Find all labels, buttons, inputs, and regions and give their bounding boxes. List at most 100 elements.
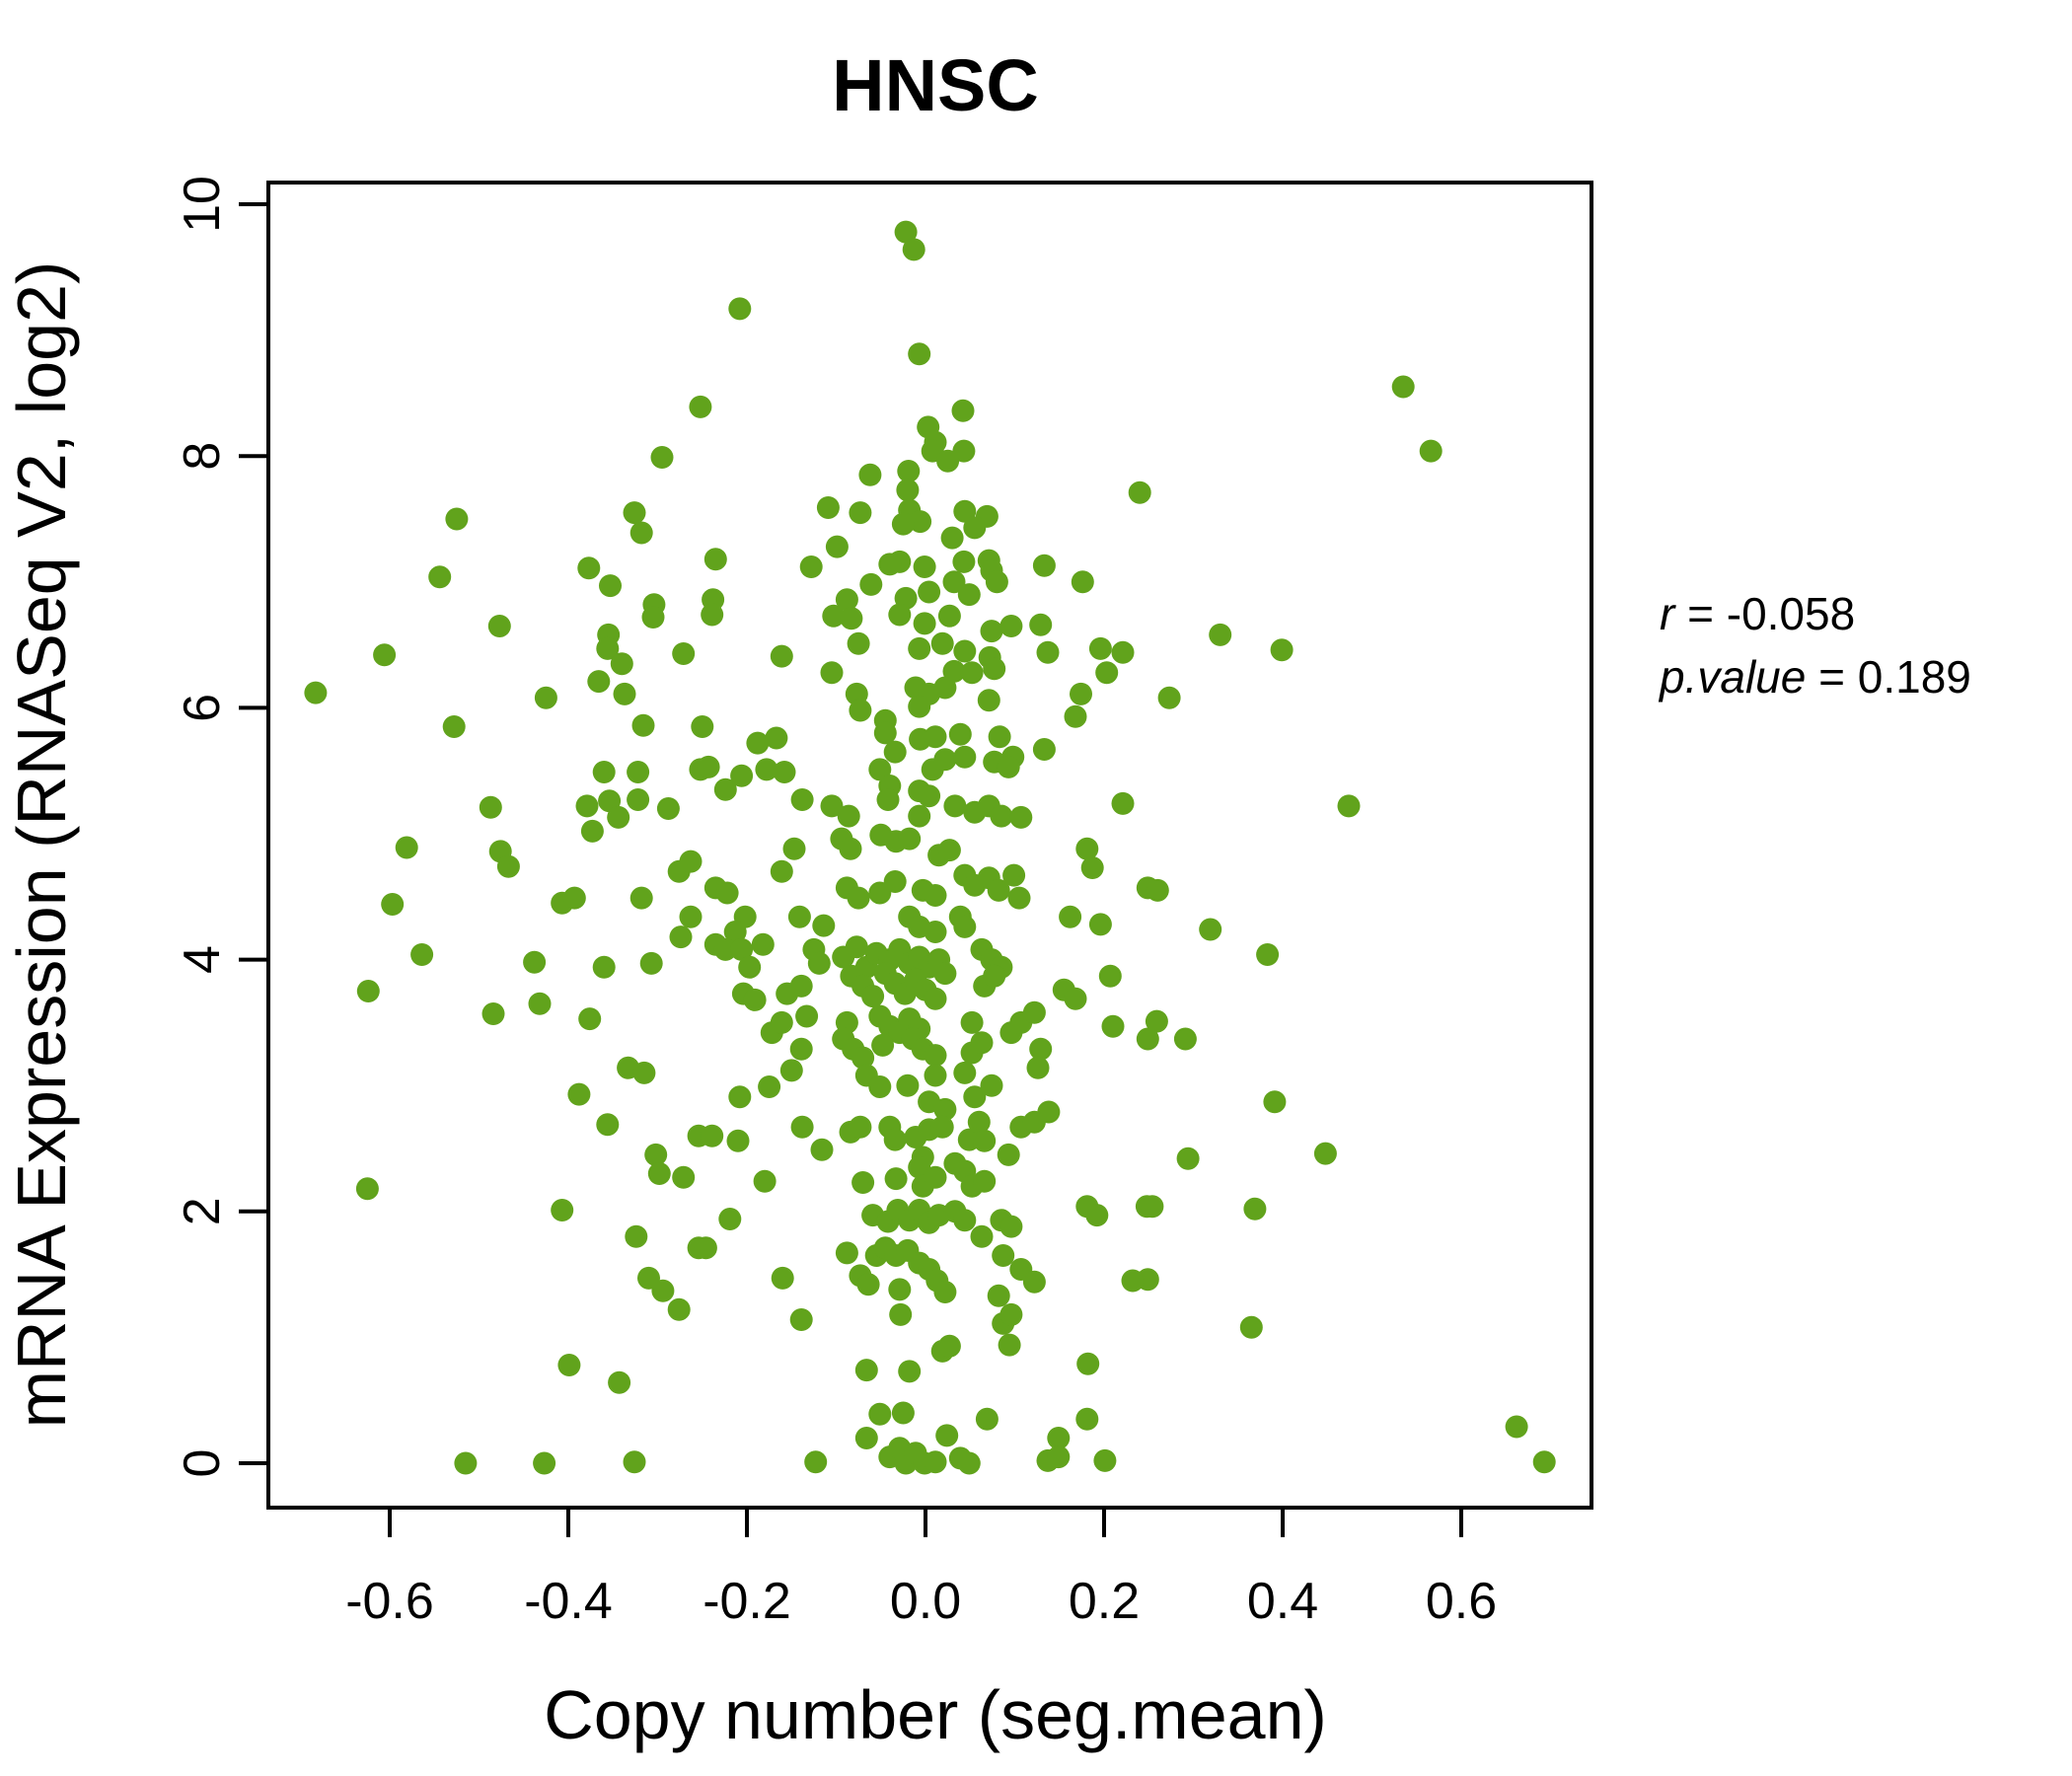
scatter-point xyxy=(859,572,883,596)
scatter-point xyxy=(936,449,960,473)
y-tick-label: 6 xyxy=(174,694,231,722)
scatter-point xyxy=(787,905,811,928)
scatter-point xyxy=(1085,1204,1109,1227)
scatter-point xyxy=(1047,1445,1071,1469)
scatter-point xyxy=(782,837,806,860)
scatter-point xyxy=(987,878,1010,902)
scatter-point xyxy=(623,1450,646,1474)
scatter-point xyxy=(913,555,936,578)
scatter-point xyxy=(951,399,975,422)
scatter-point xyxy=(987,1284,1010,1307)
scatter-point xyxy=(1128,481,1151,504)
scatter-point xyxy=(771,1266,794,1290)
y-axis-ticks: 0 2 4 6 8 10 xyxy=(174,176,268,1477)
scatter-point xyxy=(728,297,752,321)
scatter-point xyxy=(883,740,907,764)
scatter-point xyxy=(997,755,1020,778)
correlation-r-text: r = -0.058 xyxy=(1660,588,1855,639)
scatter-point xyxy=(1145,1009,1168,1033)
scatter-point xyxy=(1239,1315,1263,1339)
scatter-point xyxy=(751,932,775,956)
scatter-point xyxy=(1029,1037,1053,1061)
scatter-point xyxy=(691,715,714,738)
scatter-point xyxy=(790,1115,814,1139)
scatter-point xyxy=(738,955,762,979)
p-symbol: p.value xyxy=(1658,651,1806,703)
scatter-point xyxy=(999,1302,1023,1326)
y-tick-label: 2 xyxy=(174,1197,231,1225)
scatter-point xyxy=(410,943,434,966)
scatter-point xyxy=(999,1215,1023,1238)
scatter-point xyxy=(580,819,604,843)
scatter-point xyxy=(567,1082,591,1106)
scatter-point xyxy=(647,1162,671,1185)
scatter-point xyxy=(884,1167,908,1191)
scatter-point xyxy=(613,682,636,705)
scatter-point xyxy=(629,886,653,910)
scatter-point xyxy=(835,1241,858,1265)
scatter-point xyxy=(898,1360,922,1383)
scatter-point xyxy=(897,460,921,482)
scatter-point xyxy=(779,1059,803,1082)
scatter-point xyxy=(713,937,737,961)
scatter-point xyxy=(644,1143,668,1166)
scatter-point xyxy=(454,1451,478,1475)
scatter-point xyxy=(672,1165,696,1189)
scatter-point xyxy=(627,788,650,811)
scatter-point xyxy=(723,921,747,943)
scatter-point xyxy=(1075,837,1099,860)
scatter-point xyxy=(924,1044,947,1068)
scatter-point xyxy=(963,516,987,540)
scatter-point xyxy=(481,1002,505,1025)
y-tick-label: 4 xyxy=(174,945,231,974)
scatter-point xyxy=(933,962,957,986)
scatter-point xyxy=(789,1308,813,1331)
scatter-point xyxy=(942,570,966,594)
scatter-point xyxy=(730,764,754,787)
scatter-point xyxy=(891,512,915,536)
scatter-point xyxy=(627,761,650,783)
scatter-point xyxy=(924,1450,947,1474)
scatter-point xyxy=(669,925,693,949)
scatter-point xyxy=(924,884,947,907)
scatter-point xyxy=(641,606,665,629)
scatter-point xyxy=(1270,638,1294,662)
r-value: = -0.058 xyxy=(1674,588,1855,639)
scatter-point xyxy=(1059,905,1082,928)
scatter-point xyxy=(953,745,977,769)
scatter-point xyxy=(715,881,739,905)
scatter-point xyxy=(1391,375,1415,399)
scatter-point xyxy=(999,615,1023,637)
scatter-point xyxy=(632,1061,656,1084)
scatter-point xyxy=(607,805,630,829)
scatter-point xyxy=(847,631,870,655)
scatter-point xyxy=(442,715,466,738)
scatter-point xyxy=(445,507,469,531)
scatter-point xyxy=(1002,863,1026,887)
scatter-point xyxy=(694,1236,717,1260)
scatter-point xyxy=(639,951,663,975)
scatter-point xyxy=(871,1033,895,1057)
scatter-point xyxy=(820,794,844,818)
scatter-point xyxy=(888,603,912,627)
scatter-point xyxy=(837,804,860,828)
scatter-point xyxy=(651,1279,675,1302)
scatter-point xyxy=(998,1333,1021,1357)
scatter-point xyxy=(631,713,655,737)
scatter-point xyxy=(1009,805,1033,829)
scatter-point xyxy=(1256,943,1280,966)
scatter-point xyxy=(770,1010,793,1034)
scatter-point xyxy=(1064,704,1087,728)
scatter-point xyxy=(983,964,1006,988)
scatter-point xyxy=(825,535,849,558)
scatter-point xyxy=(908,695,931,718)
scatter-point xyxy=(953,1209,977,1232)
scatter-point xyxy=(701,1124,724,1147)
scatter-point xyxy=(1419,439,1443,463)
x-axis-label: Copy number (seg.mean) xyxy=(544,1676,1327,1753)
scatter-point xyxy=(577,556,601,580)
scatter-point xyxy=(924,1165,947,1189)
plot-border xyxy=(266,181,1593,1510)
scatter-point xyxy=(918,784,941,808)
